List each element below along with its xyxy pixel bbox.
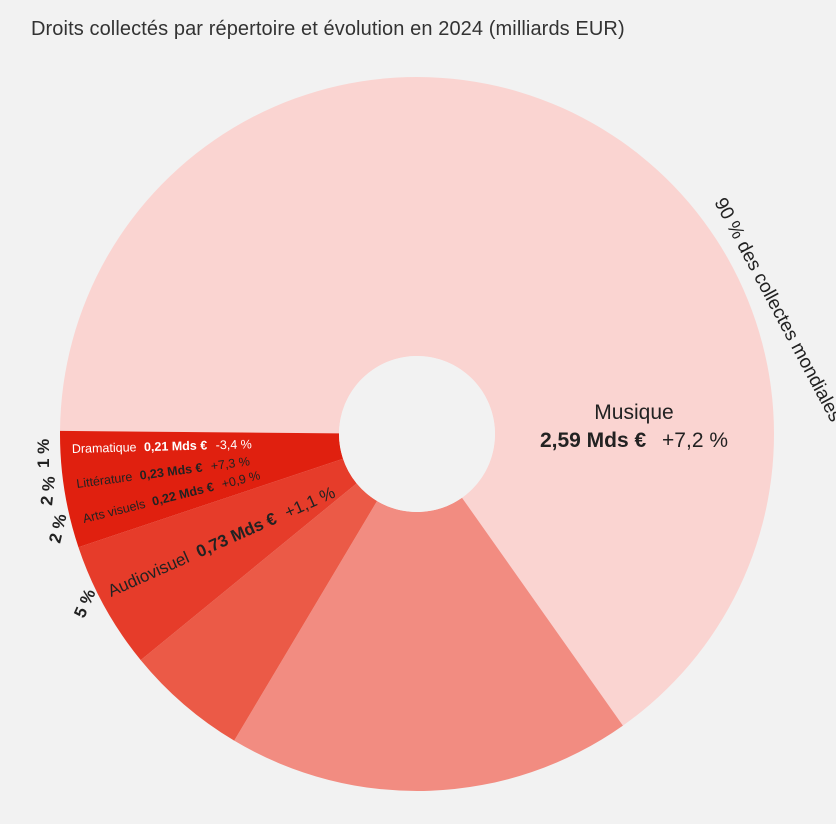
litterature-share-label: 2 %	[37, 475, 59, 506]
dramatique-change: -3,4 %	[215, 437, 251, 452]
slice-dramatique	[59, 430, 344, 548]
chart-title: Droits collectés par répertoire et évolu…	[31, 18, 625, 40]
arts-visuels-share-label: 2 %	[45, 512, 70, 545]
audiovisuel-share-label: 5 %	[70, 586, 99, 620]
slice-audiovisuel	[234, 497, 623, 792]
dramatique-name: Dramatique	[72, 440, 137, 456]
musique-name-label: Musique	[594, 401, 673, 424]
dramatique-amount: 0,21 Mds €	[144, 438, 208, 454]
litterature-change: +7,3 %	[210, 454, 251, 473]
slice-musique	[60, 76, 775, 726]
slice-litt-rature	[78, 458, 357, 661]
dramatique-label: Dramatique 0,21 Mds € -3,4 %	[72, 437, 252, 456]
musique-amount: 2,59 Mds €	[540, 429, 647, 452]
musique-change: +7,2 %	[662, 429, 728, 452]
slice-arts-visuels	[140, 483, 378, 741]
dramatique-share-label: 1 %	[34, 439, 53, 468]
musique-value-label: 2,59 Mds € +7,2 %	[540, 429, 728, 452]
donut-hole	[339, 356, 495, 512]
